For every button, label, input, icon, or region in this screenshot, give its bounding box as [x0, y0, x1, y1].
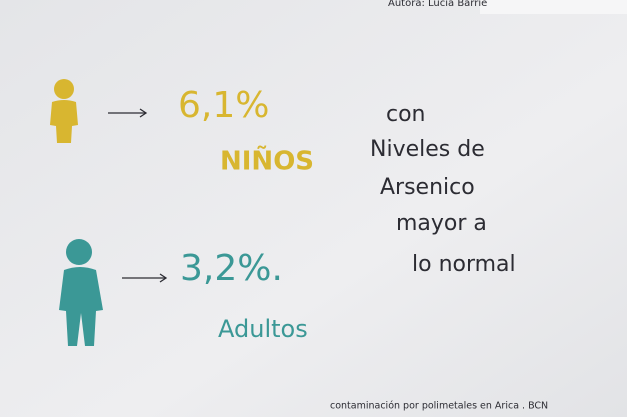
children-percentage: 6,1%	[178, 85, 269, 126]
footer: contaminación por polimetales en Arica .…	[330, 401, 548, 412]
description-line: lo normal	[412, 252, 516, 277]
description-line: Arsenico	[380, 175, 475, 200]
adult-icon	[59, 239, 103, 346]
arrow	[108, 108, 148, 118]
description-line: mayor a	[396, 211, 487, 236]
child-icon	[50, 79, 78, 143]
adults-label: Adultos	[218, 315, 308, 343]
children-label: NIÑOS	[220, 145, 314, 177]
description: con Niveles de Arsenico mayor a lo norma…	[370, 102, 516, 277]
author: Autora: Lucia Barrie	[388, 0, 487, 9]
description-line: Niveles de	[370, 137, 485, 162]
arrow	[122, 273, 168, 283]
paper-fold	[480, 0, 627, 14]
adults-percentage: 3,2%.	[180, 248, 283, 289]
description-line: con	[386, 102, 426, 127]
